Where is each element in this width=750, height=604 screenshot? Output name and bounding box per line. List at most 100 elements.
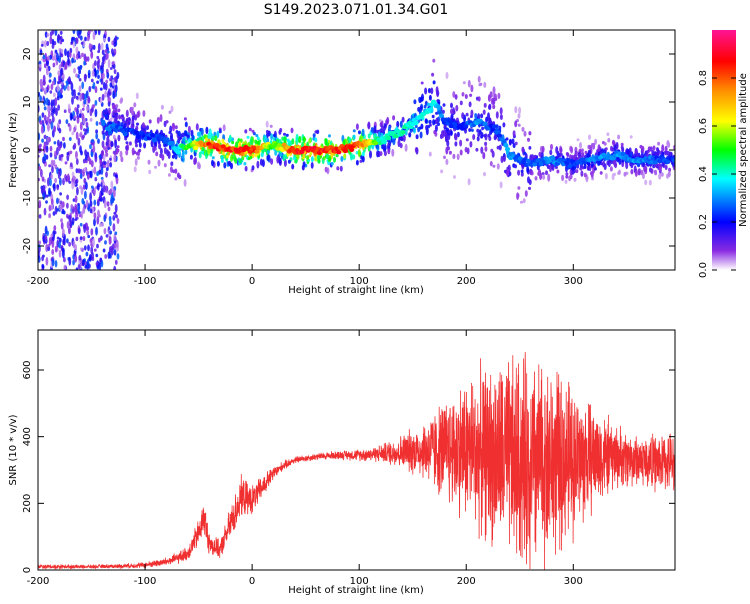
spectrogram-cell (107, 206, 111, 212)
spectrogram-cell (51, 115, 55, 123)
spectrogram-cell (81, 52, 84, 58)
spectrogram-cell (75, 151, 78, 158)
spectrogram-cell (89, 108, 93, 117)
spectrogram-cell (96, 184, 100, 190)
spectrogram-cell (520, 169, 524, 173)
spectrogram-cell (95, 226, 98, 236)
spectrogram-cell (455, 104, 459, 112)
spectrogram-cell (587, 149, 591, 154)
spectrogram-cell (667, 171, 671, 178)
spectrogram-cell (78, 113, 82, 118)
spectrogram-cell (658, 166, 662, 172)
spectrogram-cell (71, 57, 74, 64)
spectrogram-cell (67, 57, 70, 66)
spectrogram-cell (57, 70, 61, 76)
spectrogram-cell (167, 173, 171, 177)
spectrogram-cell (533, 155, 537, 159)
spectrogram-cell (228, 134, 232, 143)
spectrogram-cell (238, 158, 242, 164)
spectrogram-cell (541, 145, 545, 153)
spectrogram-cell (597, 144, 601, 152)
spectrogram-cell (210, 140, 214, 145)
spectrogram-cell (464, 146, 468, 153)
spectrogram-cell (84, 36, 87, 42)
spectrogram-cell (211, 159, 214, 167)
spectrogram-cell (146, 125, 149, 130)
spectrogram-cell (672, 166, 675, 171)
spectrogram-cell (514, 164, 517, 169)
spectrogram-cell (68, 241, 71, 247)
spectrogram-cell (431, 114, 435, 119)
spectrogram-cell (113, 41, 117, 48)
spectrogram-cell (484, 133, 488, 141)
spectrogram-cell (477, 132, 481, 137)
spectrogram-cell (97, 209, 100, 217)
snr-marks (38, 351, 675, 570)
spectrogram-cell (611, 139, 615, 146)
spectrogram-cell (492, 86, 496, 95)
spectrogram-cell (549, 149, 553, 156)
spectrogram-cell (79, 239, 83, 243)
spectrogram-cell (68, 227, 71, 235)
spectrogram-cell (528, 146, 532, 150)
spectrogram-cell (82, 206, 86, 214)
spectrogram-cell (92, 144, 96, 154)
spectrogram-cell (47, 123, 50, 132)
spectrogram-cell (453, 175, 456, 179)
spectrogram-cell (518, 106, 522, 115)
spectrogram-cell (74, 254, 78, 263)
spectrogram-cell (352, 129, 356, 133)
spectrogram-cell (565, 172, 569, 176)
spectrogram-cell (53, 225, 57, 232)
spectrogram-cell (335, 153, 339, 158)
spectrogram-cell (89, 238, 93, 244)
spectrogram-cell (246, 135, 250, 139)
spectrogram-cell (64, 61, 68, 70)
spectrogram-cell (75, 46, 79, 54)
spectrogram-cell (58, 154, 62, 161)
spectrogram-cell (105, 141, 109, 146)
spectrogram-cell (298, 135, 302, 144)
spectrogram-cell (90, 246, 94, 255)
spectrogram-cell (51, 236, 55, 242)
spectrogram-cell (172, 123, 175, 132)
spectrogram-cell (314, 155, 318, 162)
spectrogram-cell (573, 177, 577, 182)
spectrogram-cell (105, 43, 109, 50)
spectrogram-cell (441, 109, 445, 114)
spectrogram-cell (75, 168, 79, 174)
spectrogram-cell (102, 72, 105, 80)
spectrogram-cell (104, 114, 108, 118)
spectrogram-cell (54, 97, 58, 107)
spectrogram-cell (308, 138, 312, 144)
spectrogram-cell (74, 203, 78, 211)
spectrogram-cell (234, 157, 238, 164)
spectrogram-cell (379, 151, 383, 157)
spectrogram-cell (184, 121, 188, 128)
spectrogram-cell (86, 56, 90, 62)
spectrogram-cell (77, 50, 81, 59)
spectrogram-cell (109, 219, 112, 227)
spectrogram-cell (330, 162, 334, 166)
spectrogram-cell (243, 162, 247, 166)
spectrogram-cell (88, 158, 92, 165)
spectrogram-cell (79, 236, 83, 241)
spectrogram-cell (316, 129, 320, 134)
colorbar-tick-label: 0.8 (698, 70, 709, 86)
spectrogram-cell (211, 135, 215, 141)
spectrogram-cell (59, 192, 62, 196)
spectrogram-cell (95, 262, 99, 266)
spectrogram-cell (73, 67, 76, 74)
spectrogram-cell (108, 236, 112, 245)
spectrogram-cell (82, 259, 85, 267)
spectrogram-cell (561, 174, 565, 182)
spectrogram-cell (79, 35, 83, 41)
spectrogram-cell (125, 145, 129, 151)
spectrogram-cell (97, 74, 100, 80)
spectrogram-cell (484, 146, 488, 152)
spectrogram-cell (104, 90, 107, 98)
spectrogram-cell (487, 94, 491, 102)
spectrogram-x-tick-label: 0 (249, 276, 255, 287)
spectrogram-cell (105, 79, 109, 84)
spectrogram-cell (98, 169, 102, 175)
